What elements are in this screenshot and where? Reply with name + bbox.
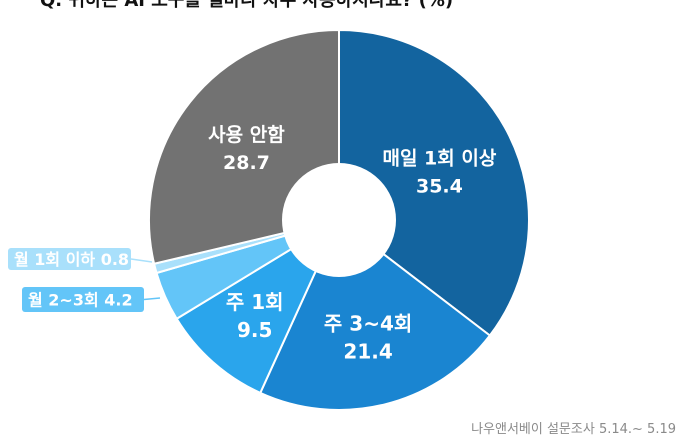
pie-slice-0 xyxy=(338,28,530,337)
callout-label-3: 월 2~3회 4.2 xyxy=(28,291,133,310)
chart-title: Q. 귀하는 AI 도구를 얼마나 자주 사용하시나요? (%) xyxy=(40,0,453,11)
slice-value-1: 21.4 xyxy=(343,339,392,363)
callout-line-3 xyxy=(143,297,161,301)
slice-label-5: 사용 안함 xyxy=(208,124,285,146)
source-note: 나우앤서베이 설문조사 5.14.~ 5.19 xyxy=(471,422,676,437)
slice-label-0: 매일 1회 이상 xyxy=(382,147,496,169)
slice-label-2: 주 1회 xyxy=(226,290,284,314)
slice-value-0: 35.4 xyxy=(416,175,463,197)
pie-slice-2 xyxy=(175,217,342,395)
labels-group: 매일 1회 이상 35.4 주 3~4회 21.4 주 1회 9.5 사용 안함 28.7 xyxy=(208,124,497,364)
callout-box-4 xyxy=(8,248,131,270)
callout-label-4: 월 1회 이하 0.8 xyxy=(14,250,129,269)
slice-label-1: 주 3~4회 xyxy=(324,311,412,335)
donut-hole xyxy=(282,163,396,277)
slice-value-2: 9.5 xyxy=(237,318,272,342)
callouts-group: 월 2~3회 4.2 월 1회 이하 0.8 xyxy=(8,248,161,312)
callout-line-4 xyxy=(130,258,153,263)
callout-box-3 xyxy=(22,287,144,312)
slice-value-5: 28.7 xyxy=(223,152,270,174)
